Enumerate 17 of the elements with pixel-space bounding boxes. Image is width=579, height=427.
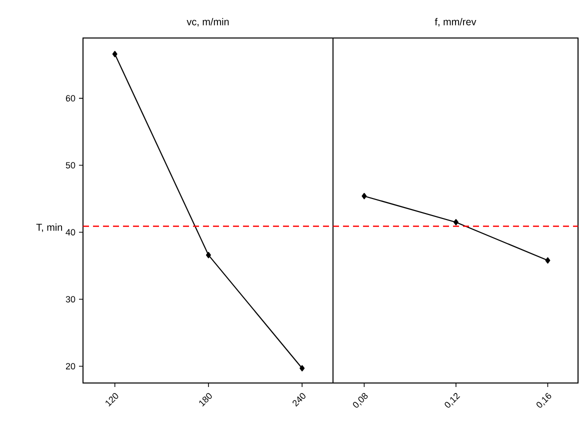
point bbox=[112, 50, 118, 58]
chart-title: f, mm/rev bbox=[434, 18, 476, 27]
y-tick-label: 20 bbox=[66, 363, 76, 370]
point bbox=[206, 252, 211, 258]
point bbox=[300, 365, 305, 372]
chart-title: vc, m/min bbox=[186, 18, 229, 27]
y-axis-title: T, min bbox=[36, 224, 62, 232]
y-tick-label: 50 bbox=[66, 162, 76, 168]
x-tick-label: 0,16 bbox=[536, 393, 552, 408]
x-tick-label: 180 bbox=[199, 393, 212, 406]
x-tick-label: 0,08 bbox=[353, 393, 368, 408]
x-tick-label: 120 bbox=[106, 393, 118, 406]
x-tick-label: 240 bbox=[292, 393, 306, 407]
y-tick-label: 40 bbox=[66, 229, 76, 236]
y-tick-label: 60 bbox=[66, 95, 76, 102]
y-tick-label: 30 bbox=[66, 296, 76, 302]
x-tick-label: 0,12 bbox=[444, 393, 460, 408]
